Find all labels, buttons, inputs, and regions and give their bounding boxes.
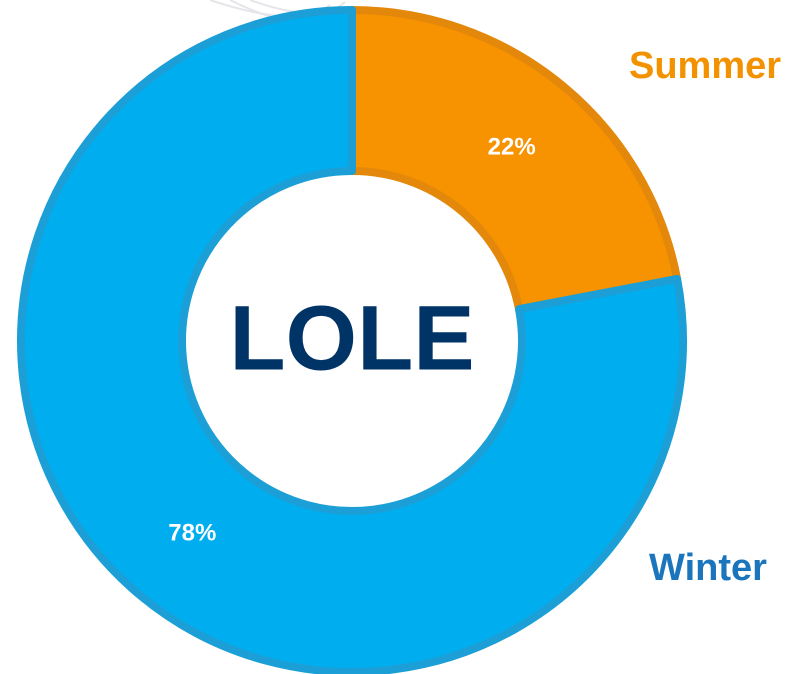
center-label: LOLE bbox=[229, 287, 474, 389]
value-label: 78% bbox=[168, 519, 216, 546]
value-label: 22% bbox=[488, 133, 536, 160]
category-label: Winter bbox=[649, 547, 767, 589]
donut-slice bbox=[17, 6, 687, 674]
category-label: Summer bbox=[629, 45, 781, 87]
donut-slice bbox=[348, 6, 682, 314]
